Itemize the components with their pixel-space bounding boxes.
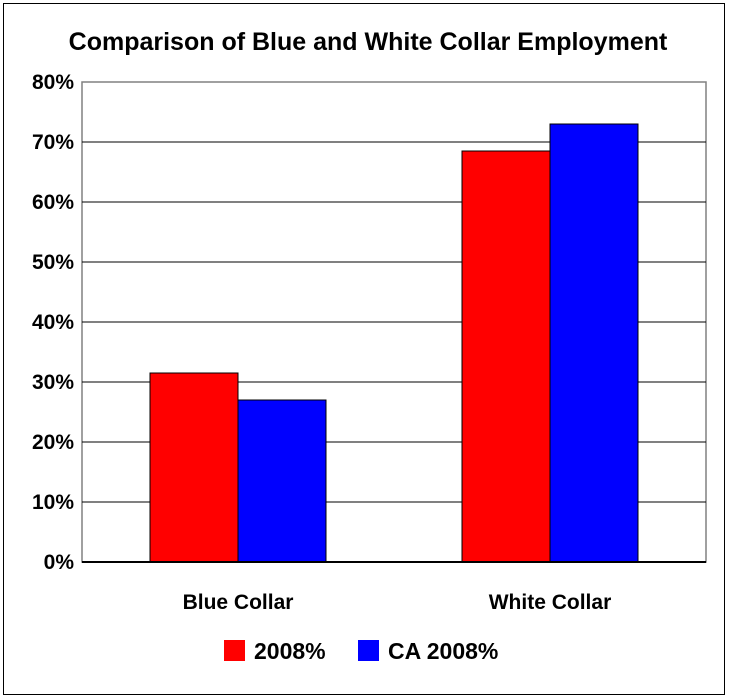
y-tick-label: 10%	[32, 491, 74, 514]
y-tick-label: 60%	[32, 191, 74, 214]
y-tick-label: 0%	[44, 551, 75, 574]
y-tick-label: 50%	[32, 251, 74, 274]
legend-label: 2008%	[254, 638, 326, 664]
x-tick-label: White Collar	[489, 591, 612, 614]
y-tick-label: 70%	[32, 131, 74, 154]
legend: 2008% CA 2008%	[224, 638, 498, 664]
x-tick-label: Blue Collar	[183, 591, 294, 614]
y-tick-label: 80%	[32, 71, 74, 94]
y-tick-label: 30%	[32, 371, 74, 394]
bars	[149, 123, 639, 563]
bar-blue-collar-series-1	[237, 399, 327, 563]
legend-swatch	[358, 640, 379, 661]
bar-blue-collar-series-0	[149, 372, 239, 563]
x-axis-ticks: Blue Collar White Collar	[183, 591, 612, 614]
bar-white-collar-series-0	[461, 150, 551, 563]
legend-label: CA 2008%	[388, 638, 498, 664]
y-axis-ticks: 0% 10% 20% 30% 40% 50% 60% 70% 80%	[32, 71, 74, 574]
chart-title: Comparison of Blue and White Collar Empl…	[69, 28, 668, 56]
y-tick-label: 20%	[32, 431, 74, 454]
legend-swatch	[224, 640, 245, 661]
y-tick-label: 40%	[32, 311, 74, 334]
bar-white-collar-series-1	[549, 123, 639, 563]
